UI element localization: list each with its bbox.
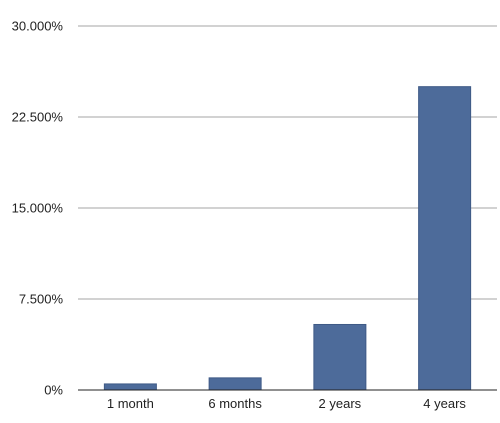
bar-1-month bbox=[103, 383, 157, 391]
y-tick-label: 0% bbox=[44, 383, 63, 398]
bar-4-years bbox=[418, 86, 472, 391]
x-tick-label: 4 years bbox=[423, 396, 466, 411]
x-tick-label: 1 month bbox=[107, 396, 154, 411]
y-tick-label: 22.500% bbox=[12, 110, 64, 125]
x-axis-tick-labels: 1 month 6 months 2 years 4 years bbox=[107, 396, 467, 411]
x-tick-label: 2 years bbox=[319, 396, 362, 411]
y-axis-tick-labels: 0% 7.500% 15.000% 22.500% 30.000% bbox=[12, 19, 64, 398]
y-tick-label: 15.000% bbox=[12, 201, 64, 216]
bars bbox=[103, 86, 472, 391]
y-tick-label: 7.500% bbox=[19, 292, 64, 307]
bar-2-years bbox=[313, 323, 367, 391]
y-tick-label: 30.000% bbox=[12, 19, 64, 34]
bar-6-months bbox=[208, 377, 262, 391]
x-tick-label: 6 months bbox=[208, 396, 262, 411]
